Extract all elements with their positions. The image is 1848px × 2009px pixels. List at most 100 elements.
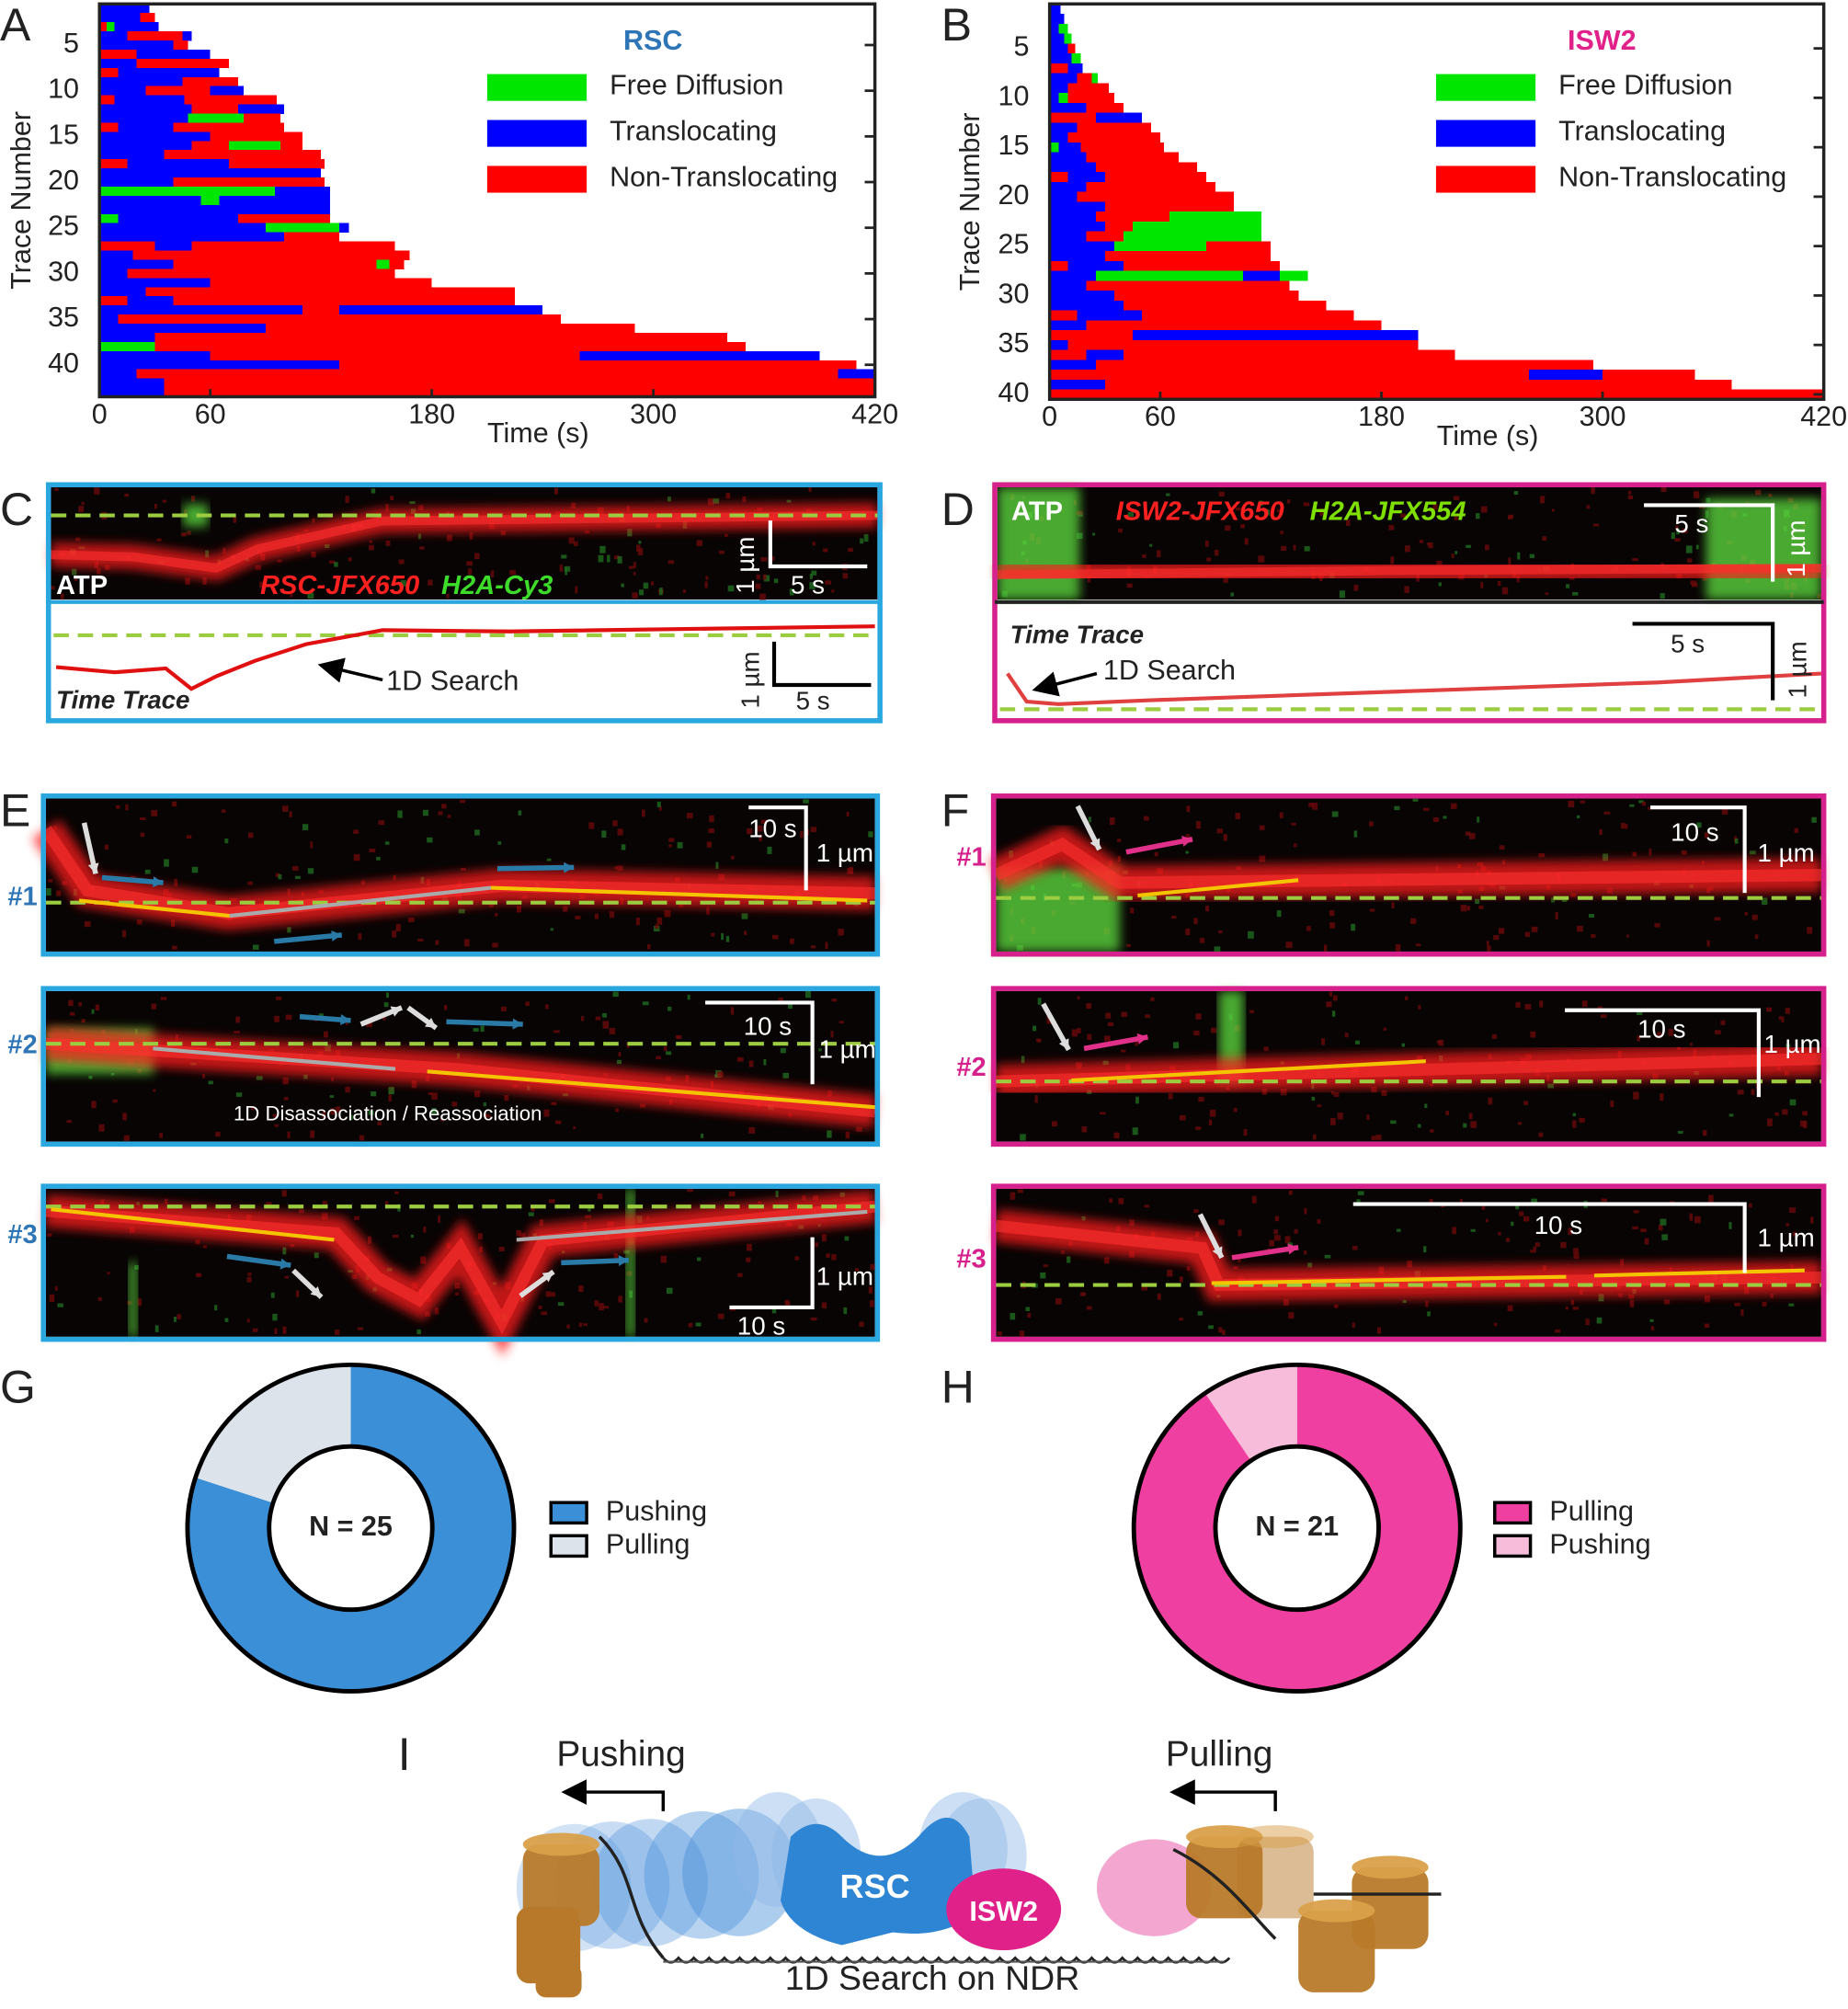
noise — [1157, 550, 1161, 558]
noise — [1323, 944, 1328, 952]
noise — [1661, 1234, 1668, 1240]
noise — [144, 869, 151, 874]
noise — [84, 920, 91, 928]
noise — [1423, 1246, 1427, 1253]
noise — [290, 593, 293, 598]
noise — [559, 565, 564, 572]
noise — [760, 557, 768, 562]
caption: 1D Search on NDR — [785, 1958, 1079, 1997]
segment — [1049, 102, 1087, 113]
noise — [1524, 931, 1531, 937]
noise — [202, 1245, 207, 1249]
panel-letter: F — [941, 784, 970, 836]
noise — [202, 1073, 205, 1079]
y-tick-label: 35 — [998, 327, 1030, 359]
segment — [1049, 320, 1087, 331]
noise — [1193, 1209, 1199, 1214]
segment — [1206, 241, 1272, 252]
x-tick-label: 0 — [92, 398, 108, 429]
noise — [575, 586, 578, 594]
label: ATP — [1011, 497, 1063, 526]
noise — [345, 1022, 348, 1025]
noise — [282, 1326, 287, 1334]
noise — [1274, 1216, 1280, 1222]
noise — [762, 574, 767, 580]
noise — [303, 1074, 308, 1079]
noise — [1654, 923, 1660, 928]
arrow-head — [564, 862, 575, 873]
noise — [1530, 1031, 1536, 1038]
label: ATP — [56, 571, 108, 600]
segment — [99, 360, 340, 371]
noise — [1599, 829, 1603, 835]
noise — [1648, 806, 1651, 810]
noise — [1774, 1112, 1779, 1116]
noise — [455, 1292, 459, 1296]
scale-bar — [768, 520, 868, 569]
noise — [1150, 997, 1155, 1001]
segment — [99, 168, 322, 178]
segment — [1049, 152, 1087, 163]
noise — [1304, 1207, 1307, 1215]
noise — [460, 799, 466, 804]
noise — [618, 1296, 622, 1303]
noise — [1294, 1228, 1298, 1234]
donut-slice — [187, 1364, 515, 1692]
segment — [1077, 122, 1151, 133]
noise — [573, 541, 578, 546]
noise — [1638, 800, 1644, 804]
x-tick-label: 0 — [1042, 401, 1057, 432]
noise — [483, 1102, 486, 1107]
segment — [1049, 112, 1096, 123]
noise — [756, 574, 760, 580]
segment — [132, 250, 410, 260]
noise — [78, 1002, 82, 1007]
noise — [614, 866, 618, 870]
noise — [410, 1234, 414, 1239]
noise — [57, 1303, 63, 1307]
x-tick-label: 300 — [1580, 401, 1626, 432]
noise — [599, 1303, 604, 1311]
noise — [1493, 1322, 1498, 1327]
noise — [757, 825, 763, 832]
noise — [1330, 1118, 1336, 1125]
segment — [1049, 310, 1078, 321]
noise — [525, 1001, 530, 1006]
segment — [1049, 360, 1096, 371]
noise — [1366, 1114, 1370, 1121]
noise — [856, 1126, 862, 1132]
dna — [598, 1835, 1442, 1959]
chart-title: ISW2 — [1568, 25, 1637, 56]
noise — [1104, 1035, 1111, 1042]
noise — [656, 801, 661, 807]
noise — [104, 844, 108, 850]
segment — [99, 58, 137, 69]
noise — [1677, 1130, 1683, 1134]
noise — [789, 588, 794, 596]
noise — [438, 811, 443, 816]
noise — [116, 805, 120, 809]
noise — [707, 498, 714, 506]
noise — [1454, 551, 1458, 554]
scale-label: 1 µm — [1782, 519, 1810, 576]
noise — [1417, 1124, 1421, 1128]
noise — [78, 506, 85, 513]
nucleosome — [522, 1843, 599, 1926]
noise — [1445, 1111, 1450, 1115]
segment — [182, 31, 192, 41]
scale-bar — [748, 805, 808, 891]
noise — [1600, 1014, 1607, 1019]
arrow — [496, 864, 575, 872]
noise — [247, 1273, 252, 1276]
noise — [287, 927, 291, 933]
noise — [640, 1103, 646, 1108]
noise — [1105, 1012, 1112, 1019]
noise — [827, 1130, 832, 1138]
noise — [1465, 831, 1471, 836]
noise — [235, 1092, 243, 1097]
noise — [1778, 1016, 1782, 1021]
segment — [210, 278, 432, 288]
noise — [1427, 1311, 1431, 1317]
noise — [609, 1028, 616, 1034]
segment — [279, 141, 303, 151]
